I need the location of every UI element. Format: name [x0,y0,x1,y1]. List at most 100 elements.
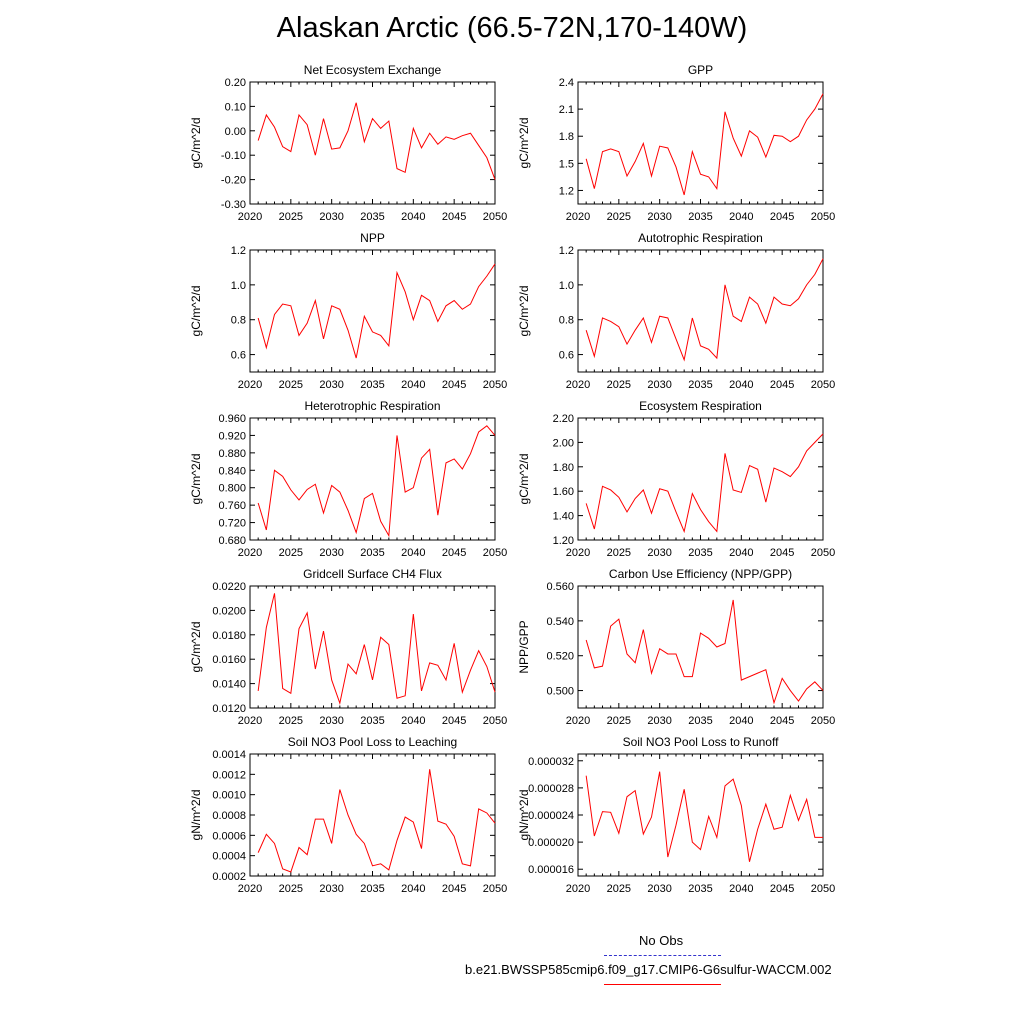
y-tick-label: 2.00 [553,437,574,449]
x-tick-label: 2020 [566,379,590,391]
chart-soil-no3-pool-loss-to-runoff: Soil NO3 Pool Loss to Runoff gN/m^2/d 2020… [517,735,835,895]
x-tick-label: 2040 [401,715,425,727]
x-tick-label: 2040 [729,715,753,727]
chart-title: Heterotrophic Respiration [304,399,440,413]
x-tick-label: 2030 [319,211,343,223]
series-line [585,771,823,862]
y-tick-label: -0.10 [221,150,246,162]
y-axis-label: gC/m^2/d [517,454,531,505]
y-tick-label: 0.000016 [528,864,574,876]
series-line [257,769,496,873]
x-tick-label: 2025 [279,379,303,391]
y-tick-label: 0.8 [559,315,574,327]
x-tick-label: 2025 [279,883,303,895]
y-tick-label: 2.20 [553,413,574,425]
chart-gpp: GPP gC/m^2/d 2020 2025 2030 2035 2040 2045 2050 1… [517,63,835,223]
y-tick-label: 2.4 [559,77,574,89]
y-tick-label: 0.920 [218,430,246,442]
chart-frame [249,753,496,877]
chart-ecosystem-respiration: Ecosystem Respiration gC/m^2/d 2020 2025 203… [517,399,835,559]
y-axis-label: NPP/GPP [517,620,531,673]
x-tick-label: 2020 [566,883,590,895]
chart-frame [249,585,496,709]
x-tick-label: 2035 [360,883,384,895]
y-tick-label: 1.0 [231,280,246,292]
x-tick-label: 2045 [770,715,794,727]
series-line [257,593,496,705]
y-tick-label: 0.8 [231,315,246,327]
chart-frame [577,753,824,877]
chart-frame [249,81,496,205]
y-tick-label: 0.0180 [212,630,246,642]
y-axis-label: gC/m^2/d [517,286,531,337]
x-tick-label: 2040 [401,379,425,391]
x-tick-label: 2045 [770,211,794,223]
chart-title: Soil NO3 Pool Loss to Leaching [288,735,457,749]
y-tick-label: 0.0010 [212,790,246,802]
y-tick-label: 0.720 [218,518,246,530]
x-tick-label: 2035 [688,883,712,895]
y-tick-label: 0.0004 [212,851,246,863]
x-tick-label: 2030 [319,715,343,727]
x-tick-label: 2025 [607,211,631,223]
y-tick-label: 0.840 [218,465,246,477]
x-tick-label: 2045 [770,547,794,559]
y-tick-label: 0.6 [231,350,246,362]
x-tick-label: 2020 [566,547,590,559]
y-tick-label: 0.0120 [212,703,246,715]
chart-title: Carbon Use Efficiency (NPP/GPP) [609,567,792,581]
x-tick-label: 2050 [811,715,835,727]
y-tick-label: 0.0006 [212,830,246,842]
x-tick-label: 2045 [770,883,794,895]
y-tick-label: 0.0014 [212,749,246,761]
x-tick-label: 2035 [688,379,712,391]
x-tick-label: 2050 [483,211,507,223]
x-tick-label: 2025 [279,211,303,223]
x-tick-label: 2025 [279,547,303,559]
x-tick-label: 2035 [360,379,384,391]
x-tick-label: 2025 [607,715,631,727]
y-tick-label: 1.40 [553,511,574,523]
x-tick-label: 2045 [442,547,466,559]
x-tick-label: 2050 [483,547,507,559]
y-axis-label: gC/m^2/d [189,454,203,505]
x-tick-label: 2030 [319,379,343,391]
x-tick-label: 2020 [238,211,262,223]
x-tick-label: 2050 [483,715,507,727]
x-tick-label: 2040 [729,211,753,223]
y-tick-label: 0.680 [218,535,246,547]
x-tick-label: 2030 [647,379,671,391]
y-tick-label: 0.10 [225,101,246,113]
x-tick-label: 2030 [647,883,671,895]
y-tick-label: 0.6 [559,350,574,362]
y-tick-label: 0.000032 [528,756,574,768]
x-tick-label: 2045 [442,883,466,895]
y-tick-label: 0.0012 [212,769,246,781]
x-tick-label: 2050 [483,379,507,391]
x-tick-label: 2025 [279,715,303,727]
x-tick-label: 2045 [770,379,794,391]
chart-net-ecosystem-exchange: Net Ecosystem Exchange gC/m^2/d 2020 2025 20… [189,63,507,223]
x-tick-label: 2050 [811,379,835,391]
x-tick-label: 2035 [360,547,384,559]
x-tick-label: 2030 [647,547,671,559]
y-tick-label: 1.0 [559,280,574,292]
x-tick-label: 2020 [238,379,262,391]
y-tick-label: 2.1 [559,104,574,116]
series-line [585,433,824,534]
chart-frame [577,81,824,205]
y-axis-label: gC/m^2/d [517,118,531,169]
chart-frame [249,417,496,541]
x-tick-label: 2045 [442,715,466,727]
y-tick-label: 0.000020 [528,837,574,849]
x-tick-label: 2025 [607,883,631,895]
y-axis-label: gN/m^2/d [189,790,203,841]
y-tick-label: 0.00 [225,126,246,138]
chart-title: GPP [688,63,713,77]
x-tick-label: 2040 [729,883,753,895]
chart-title: Ecosystem Respiration [639,399,762,413]
series-line [257,263,496,359]
y-tick-label: 0.500 [546,686,574,698]
y-tick-label: -0.20 [221,175,246,187]
chart-title: Gridcell Surface CH4 Flux [303,567,442,581]
